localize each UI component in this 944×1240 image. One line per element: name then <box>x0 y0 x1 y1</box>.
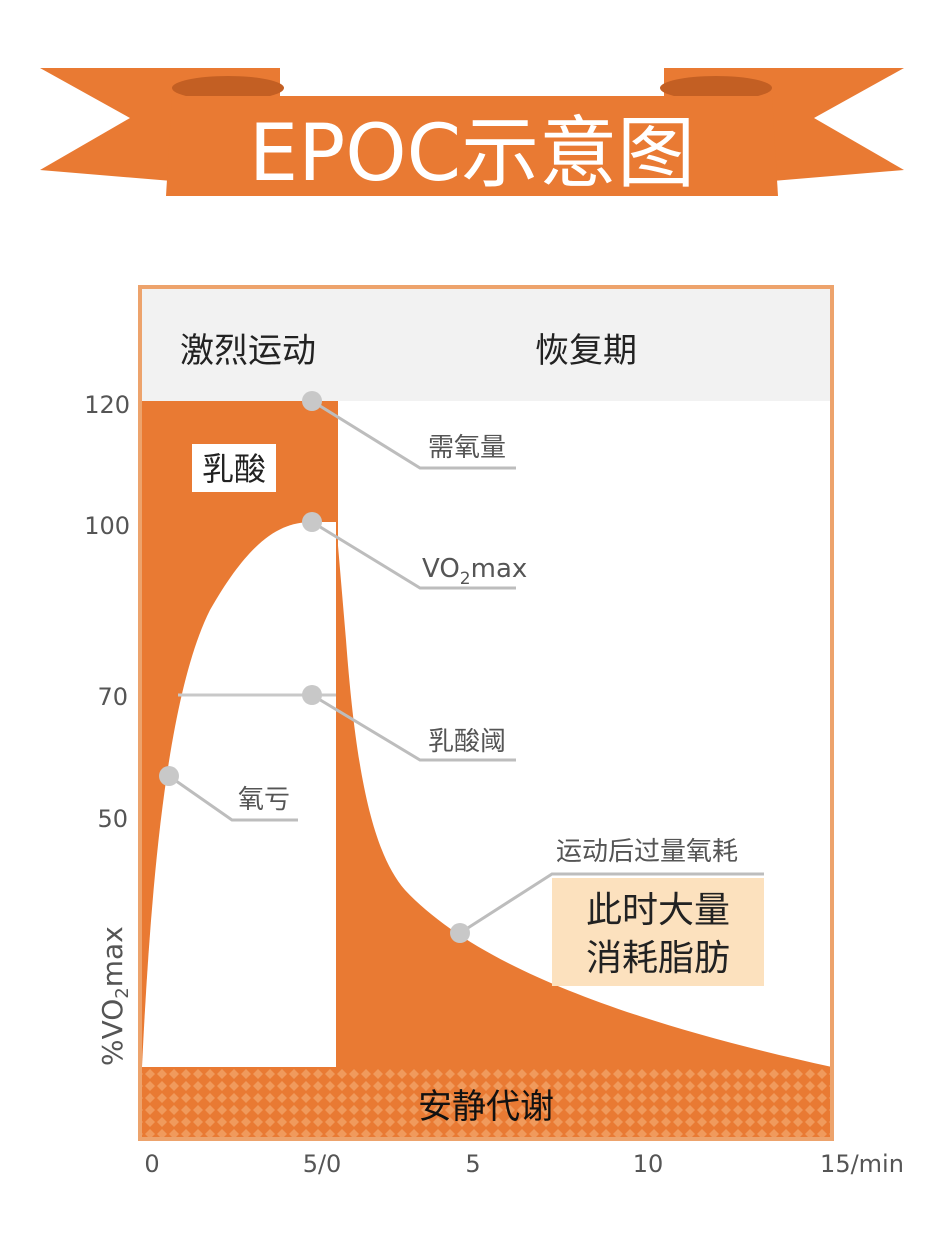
dot-oxygen-deficit <box>159 766 179 786</box>
y-tick-label: 100 <box>84 512 130 540</box>
x-tick-label: 5 <box>465 1150 480 1178</box>
callout-oxygen-demand: 需氧量 <box>428 433 506 463</box>
oxygen-uptake-area <box>142 522 336 1067</box>
resting-metabolism-band <box>142 1067 830 1137</box>
dot-oxygen-demand <box>302 391 322 411</box>
callout-line-vo2max <box>311 520 516 590</box>
callout-line-oxygen-deficit <box>168 774 298 822</box>
banner-body <box>166 96 778 196</box>
x-axis: 0 5/0 5 10 15/min <box>144 1150 904 1178</box>
dot-lactate-threshold <box>302 685 322 705</box>
phase-header-band <box>142 289 830 401</box>
banner-right-fold <box>660 76 772 100</box>
callout-line-epoc <box>459 872 764 935</box>
y-tick-label: 50 <box>97 805 128 833</box>
title-banner: EPOC示意图 <box>40 68 904 199</box>
epoc-area <box>336 522 832 1067</box>
callout-oxygen-deficit: 氧亏 <box>238 785 290 815</box>
page-title: EPOC示意图 <box>249 109 695 199</box>
dot-vo2max <box>302 512 322 532</box>
callout-line-lactate-threshold <box>311 693 516 762</box>
chart-border <box>138 285 834 1141</box>
fat-burning-note-box <box>552 878 764 986</box>
callout-line-oxygen-demand <box>311 399 516 470</box>
x-tick-label: 0 <box>144 1150 159 1178</box>
lactic-label-box <box>192 444 276 492</box>
y-axis-label: %VO2max <box>96 926 133 1066</box>
y-tick-label: 120 <box>84 391 130 419</box>
callout-vo2max: VO2max <box>422 554 527 589</box>
dot-epoc <box>450 923 470 943</box>
fat-burning-note-line2: 消耗脂肪 <box>586 938 730 979</box>
fat-burning-note-line1: 此时大量 <box>586 890 730 931</box>
callout-lactate-threshold: 乳酸阈 <box>428 727 506 757</box>
x-tick-label: 15/min <box>820 1150 904 1178</box>
x-tick-label: 5/0 <box>303 1150 342 1178</box>
y-axis: 120 100 70 50 %VO2max <box>84 391 133 1066</box>
y-tick-label: 70 <box>97 683 128 711</box>
epoc-chart: 激烈运动 恢复期 乳酸 安静代谢 需氧量 VO2max 乳酸阈 氧亏 运动后过量… <box>138 285 834 1141</box>
phase-recovery-label: 恢复期 <box>535 331 637 371</box>
phase-exercise-label: 激烈运动 <box>180 331 316 371</box>
resting-metabolism-label: 安静代谢 <box>418 1087 554 1127</box>
banner-left-fold <box>172 76 284 100</box>
lactic-label: 乳酸 <box>202 450 266 488</box>
callout-epoc: 运动后过量氧耗 <box>556 837 738 867</box>
x-tick-label: 10 <box>633 1150 664 1178</box>
